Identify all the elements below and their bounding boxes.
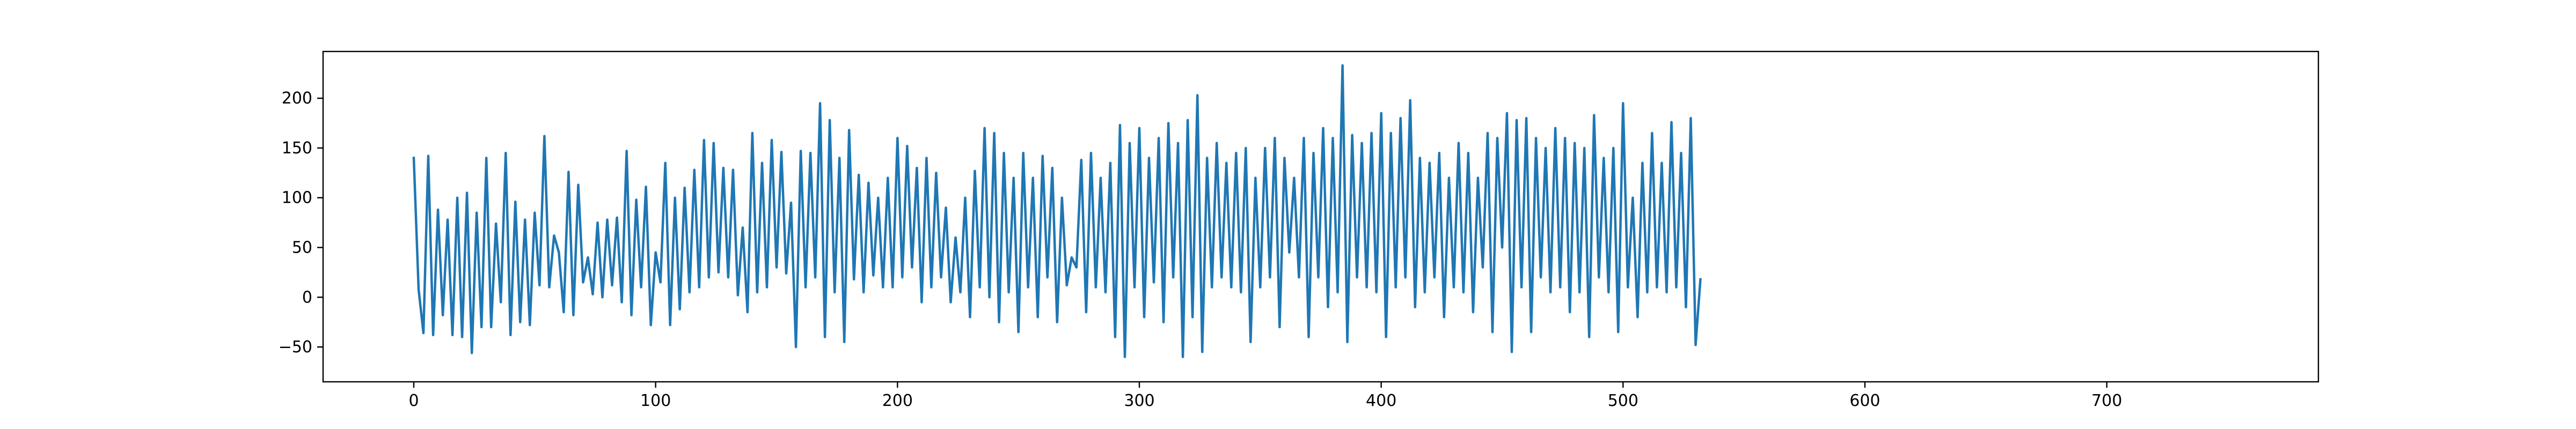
x-tick-label: 400 <box>1366 391 1396 410</box>
y-tick-label: 100 <box>282 189 312 208</box>
y-tick-label: −50 <box>279 338 312 357</box>
x-tick-label: 600 <box>1849 391 1880 410</box>
x-tick-label: 500 <box>1608 391 1638 410</box>
y-tick-label: 200 <box>282 89 312 108</box>
y-axis: −50 0 50 100 150 200 <box>279 89 323 357</box>
y-tick-label: 150 <box>282 139 312 158</box>
x-tick-label: 100 <box>640 391 671 410</box>
x-tick-label: 700 <box>2091 391 2122 410</box>
x-tick-label: 0 <box>408 391 419 410</box>
plot-area <box>412 64 1702 358</box>
x-axis: 0 100 200 300 400 500 600 700 <box>408 382 2122 410</box>
y-tick-label: 50 <box>292 239 312 257</box>
x-tick-label: 300 <box>1124 391 1154 410</box>
x-tick-label: 200 <box>882 391 913 410</box>
plot-frame <box>322 50 2319 383</box>
y-tick-label: 0 <box>302 288 312 307</box>
series-line-0 <box>412 64 1702 358</box>
